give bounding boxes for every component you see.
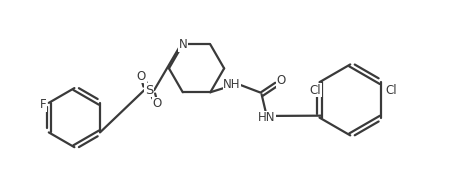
Text: O: O: [276, 74, 286, 87]
Text: Cl: Cl: [310, 84, 321, 96]
Text: O: O: [153, 97, 162, 110]
Text: F: F: [40, 98, 46, 111]
Text: O: O: [137, 70, 146, 83]
Text: NH: NH: [223, 78, 241, 91]
Text: S: S: [145, 84, 154, 96]
Text: HN: HN: [258, 111, 275, 124]
Text: Cl: Cl: [385, 84, 396, 96]
Text: N: N: [178, 38, 187, 51]
